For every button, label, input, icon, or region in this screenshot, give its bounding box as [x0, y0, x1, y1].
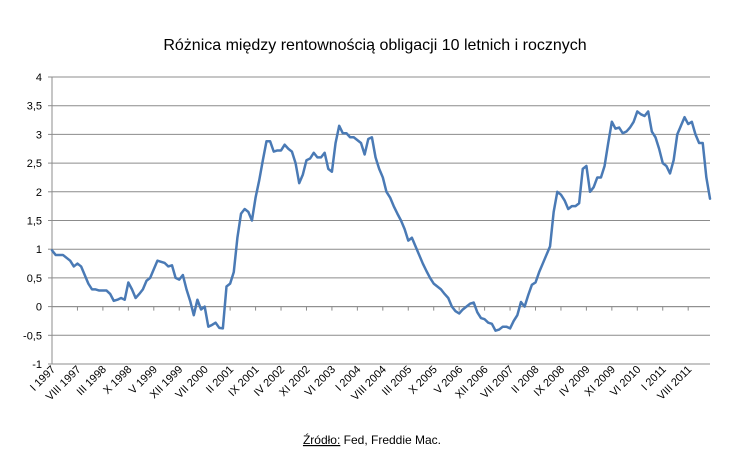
- y-tick-label: 2: [36, 187, 42, 199]
- y-tick-label: -0,5: [23, 330, 42, 342]
- y-tick-label: 0: [36, 302, 42, 314]
- y-tick-label: 0,5: [27, 273, 42, 285]
- y-tick-label: 4: [36, 72, 42, 84]
- source-note-rest: Fed, Freddie Mac.: [340, 433, 441, 447]
- y-tick-label: -1: [32, 359, 42, 371]
- source-note-prefix: Źródło:: [303, 432, 340, 447]
- source-note: Źródło: Fed, Freddie Mac.: [303, 432, 441, 447]
- y-tick-label: 1: [36, 244, 42, 256]
- y-tick-label: 1,5: [27, 216, 42, 228]
- y-tick-label: 3: [36, 129, 42, 141]
- chart-title: Różnica między rentownością obligacji 10…: [163, 37, 586, 54]
- y-tick-label: 2,5: [27, 158, 42, 170]
- y-tick-label: 3,5: [27, 101, 42, 113]
